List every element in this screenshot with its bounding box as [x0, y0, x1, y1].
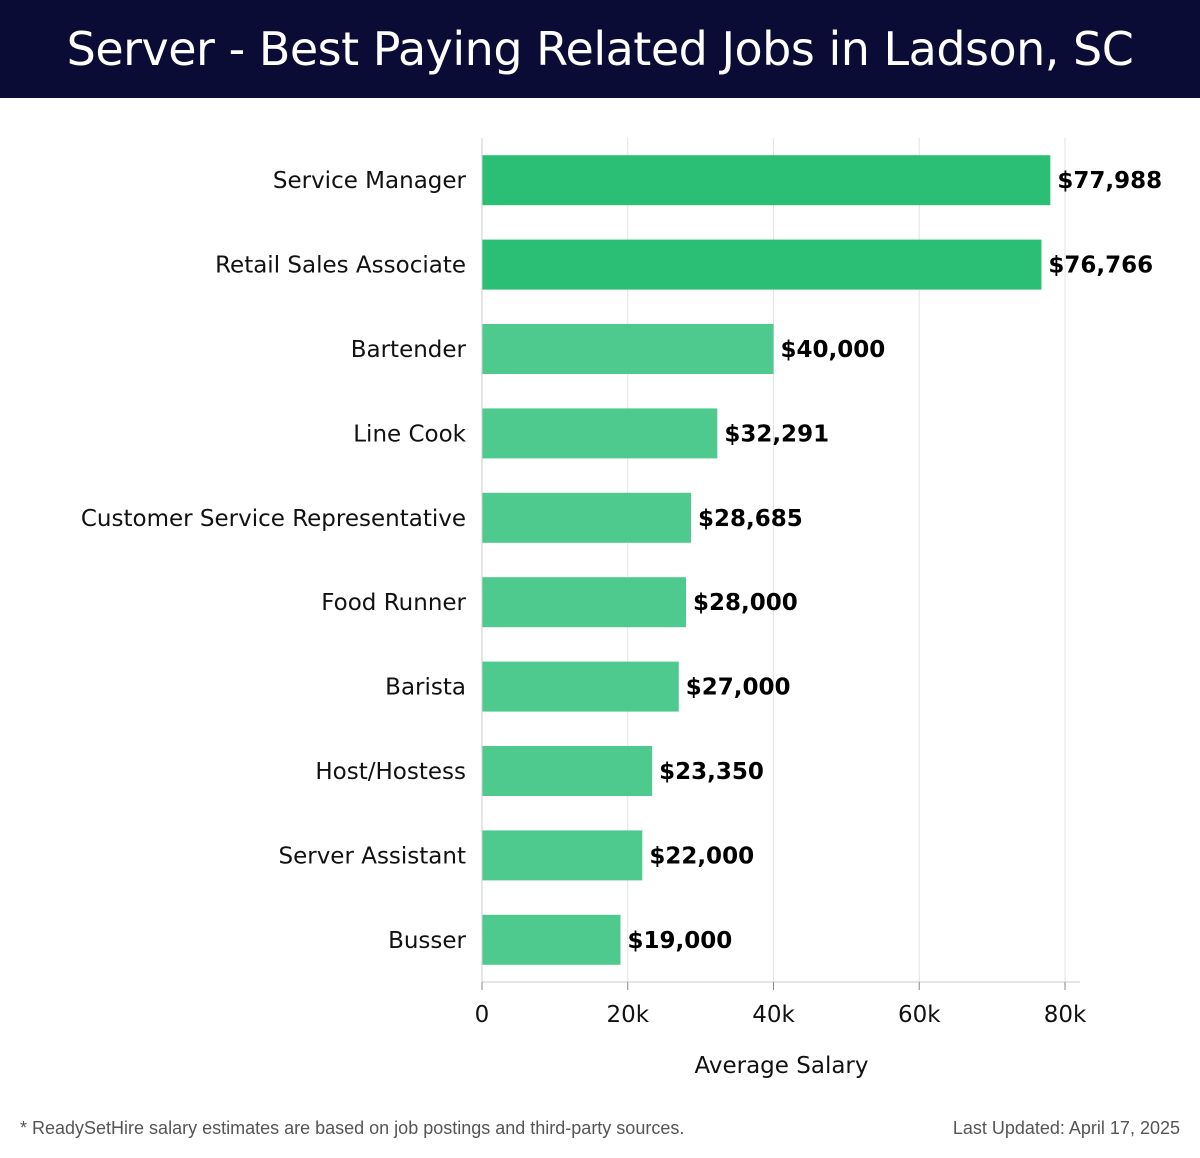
category-label: Host/Hostess — [315, 759, 466, 785]
bar-chart: Service Manager $77,988 Retail Sales Assoc… — [81, 138, 1162, 1079]
category-label: Barista — [385, 675, 466, 701]
footer-note: * ReadySetHire salary estimates are base… — [20, 1118, 685, 1138]
bar — [482, 577, 687, 628]
value-label: $23,350 — [659, 759, 764, 785]
x-tick-label: 60k — [898, 1002, 941, 1028]
value-label: $28,685 — [698, 506, 803, 532]
bar — [482, 324, 774, 374]
value-label: $19,000 — [627, 928, 732, 954]
value-label: $27,000 — [686, 675, 791, 701]
value-label: $77,988 — [1057, 168, 1162, 194]
bar — [482, 914, 621, 965]
category-label: Busser — [388, 928, 466, 954]
value-label: $22,000 — [649, 843, 754, 869]
category-label: Service Manager — [273, 168, 467, 194]
chart-title: Server - Best Paying Related Jobs in Lad… — [66, 22, 1134, 76]
x-axis-title: Average Salary — [694, 1053, 868, 1079]
bars: Service Manager $77,988 Retail Sales Assoc… — [81, 155, 1162, 965]
category-label: Line Cook — [353, 421, 466, 447]
x-axis: 0 20k 40k 60k 80k — [475, 138, 1087, 1028]
bar — [482, 661, 679, 712]
x-tick-label: 0 — [475, 1002, 490, 1028]
x-tick-label: 20k — [606, 1002, 649, 1028]
x-tick-label: 40k — [752, 1002, 795, 1028]
value-label: $76,766 — [1048, 253, 1153, 279]
chart-header: Server - Best Paying Related Jobs in Lad… — [0, 0, 1200, 98]
category-label: Server Assistant — [278, 843, 466, 869]
category-label: Bartender — [351, 337, 467, 363]
bar — [482, 492, 692, 543]
bar — [482, 830, 643, 881]
category-label: Food Runner — [321, 590, 466, 616]
bar — [482, 239, 1042, 290]
bar — [482, 155, 1051, 206]
category-label: Customer Service Representative — [81, 506, 466, 532]
category-label: Retail Sales Associate — [215, 253, 466, 279]
value-label: $32,291 — [724, 421, 829, 447]
last-updated: Last Updated: April 17, 2025 — [952, 1118, 1180, 1138]
bar — [482, 746, 653, 796]
x-tick-label: 80k — [1044, 1002, 1087, 1028]
value-label: $40,000 — [781, 337, 886, 363]
value-label: $28,000 — [693, 590, 798, 616]
bar — [482, 408, 718, 459]
